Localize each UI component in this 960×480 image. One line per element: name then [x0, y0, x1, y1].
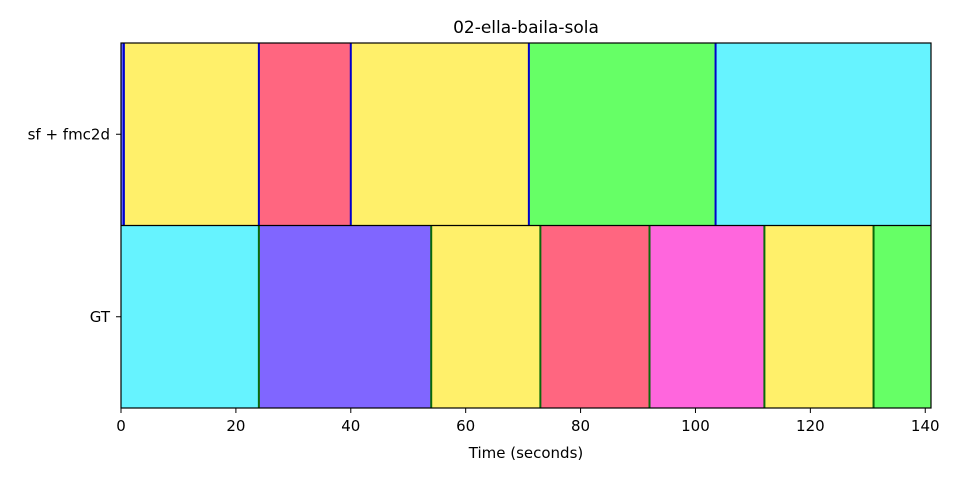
plot-frame — [120, 42, 932, 409]
x-tick-label-4: 80 — [571, 417, 590, 435]
x-tick-label-6: 120 — [796, 417, 825, 435]
x-tick-label-1: 20 — [226, 417, 245, 435]
x-tick-label-5: 100 — [681, 417, 710, 435]
x-tick-label-0: 0 — [116, 417, 126, 435]
x-tick-label-7: 140 — [911, 417, 940, 435]
segment-1-5 — [764, 225, 874, 408]
segment-1-6 — [873, 225, 931, 408]
segment-1-4 — [649, 225, 765, 408]
y-tick-label-1: GT — [90, 308, 111, 326]
segment-1-3 — [540, 225, 650, 408]
x-axis: 0 20 40 60 80 100 120 140 — [116, 408, 940, 435]
segment-0-2 — [258, 43, 351, 226]
x-tick-label-2: 40 — [341, 417, 360, 435]
plot-area — [120, 42, 932, 409]
chart-title: 02-ella-baila-sola — [453, 18, 599, 38]
y-axis: sf + fmc2d GT — [28, 125, 121, 326]
segment-0-3 — [350, 43, 529, 226]
segment-0-4 — [528, 43, 716, 226]
segment-0-0 — [121, 43, 124, 226]
segment-0-1 — [123, 43, 259, 226]
y-tick-label-0: sf + fmc2d — [28, 125, 110, 143]
x-tick-label-3: 60 — [456, 417, 475, 435]
x-axis-label: Time (seconds) — [468, 444, 584, 462]
segment-1-0 — [121, 225, 259, 408]
segment-0-5 — [715, 43, 931, 226]
segment-1-2 — [431, 225, 541, 408]
segment-1-1 — [258, 225, 432, 408]
